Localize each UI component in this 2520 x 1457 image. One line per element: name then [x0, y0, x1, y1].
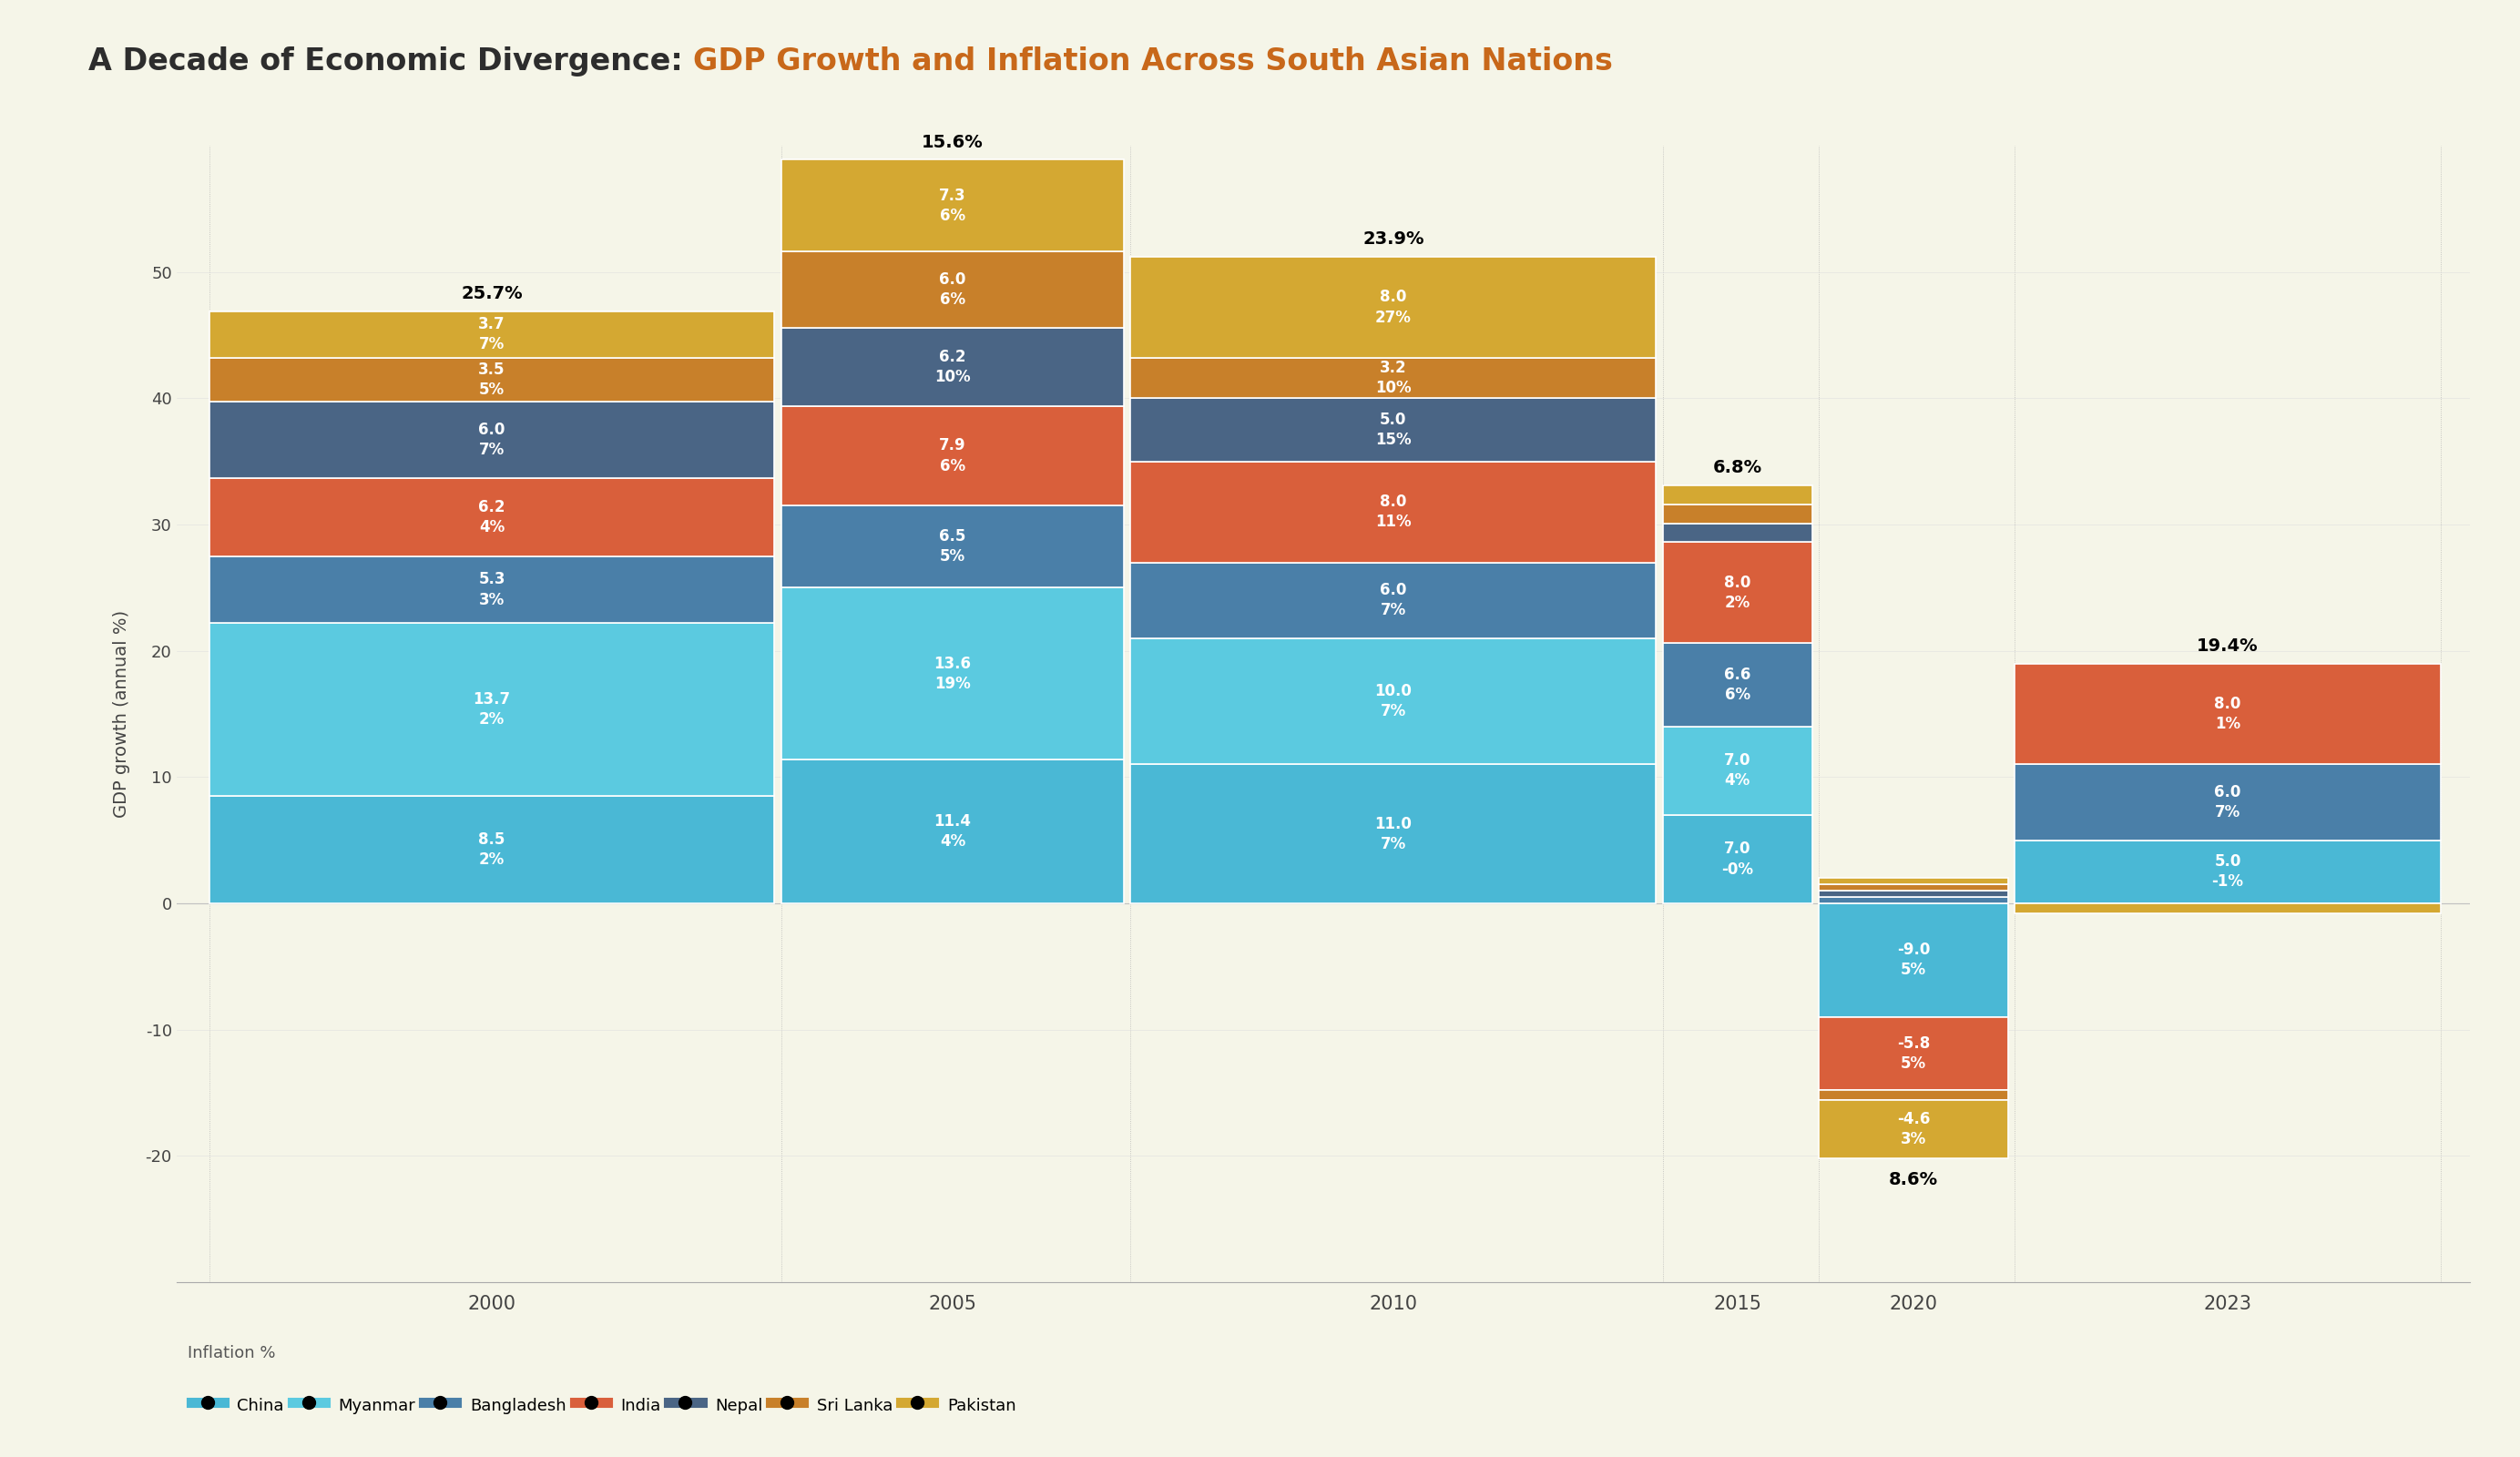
- Text: -9.0
5%: -9.0 5%: [1898, 941, 1930, 979]
- Text: -5.8
5%: -5.8 5%: [1898, 1036, 1930, 1072]
- Bar: [1819, 884, 2008, 890]
- Bar: [1663, 523, 1812, 542]
- Bar: [781, 587, 1124, 759]
- Text: 6.2
4%: 6.2 4%: [479, 498, 507, 535]
- Bar: [1663, 504, 1812, 523]
- Text: 13.6
19%: 13.6 19%: [935, 656, 970, 692]
- Bar: [1663, 485, 1812, 504]
- Bar: [1819, 1090, 2008, 1100]
- Bar: [1819, 898, 2008, 903]
- Text: 6.0
7%: 6.0 7%: [479, 421, 507, 457]
- Bar: [1819, 879, 2008, 884]
- Text: 10.0
7%: 10.0 7%: [1376, 683, 1411, 720]
- Bar: [781, 759, 1124, 903]
- Bar: [209, 358, 774, 402]
- Text: A Decade of Economic Divergence:: A Decade of Economic Divergence:: [88, 47, 693, 77]
- Text: 13.7
2%: 13.7 2%: [474, 691, 512, 728]
- Text: 8.0
2%: 8.0 2%: [1724, 574, 1751, 610]
- Text: 8.0
1%: 8.0 1%: [2215, 695, 2240, 733]
- Text: 7.0
-0%: 7.0 -0%: [1721, 841, 1754, 877]
- Bar: [1819, 890, 2008, 898]
- Bar: [209, 796, 774, 903]
- Bar: [1131, 398, 1656, 462]
- Text: 6.6
6%: 6.6 6%: [1724, 667, 1751, 704]
- Bar: [209, 624, 774, 796]
- Bar: [1131, 256, 1656, 358]
- Text: GDP Growth and Inflation Across South Asian Nations: GDP Growth and Inflation Across South As…: [693, 47, 1613, 77]
- Bar: [1131, 562, 1656, 638]
- Bar: [781, 407, 1124, 506]
- Text: 5.0
-1%: 5.0 -1%: [2213, 854, 2243, 890]
- Bar: [781, 506, 1124, 587]
- Text: 7.3
6%: 7.3 6%: [940, 188, 965, 224]
- Text: 19.4%: 19.4%: [2197, 637, 2258, 654]
- Bar: [1131, 765, 1656, 903]
- Bar: [1819, 1100, 2008, 1158]
- Text: 6.8%: 6.8%: [1714, 459, 1761, 476]
- Bar: [209, 402, 774, 478]
- Text: 6.2
10%: 6.2 10%: [935, 348, 970, 385]
- Text: 5.0
15%: 5.0 15%: [1376, 411, 1411, 449]
- Text: 8.0
27%: 8.0 27%: [1376, 288, 1411, 325]
- Bar: [1131, 462, 1656, 562]
- Bar: [2013, 903, 2442, 914]
- Bar: [209, 312, 774, 358]
- Bar: [1819, 903, 2008, 1017]
- Text: 8.6%: 8.6%: [1887, 1171, 1938, 1189]
- Text: 6.0
6%: 6.0 6%: [940, 271, 965, 307]
- Bar: [1663, 643, 1812, 727]
- Bar: [2013, 765, 2442, 841]
- Text: 23.9%: 23.9%: [1363, 230, 1424, 248]
- Text: 6.0
7%: 6.0 7%: [1381, 581, 1406, 619]
- Bar: [781, 160, 1124, 252]
- Text: 3.7
7%: 3.7 7%: [479, 316, 507, 353]
- Text: 8.0
11%: 8.0 11%: [1376, 494, 1411, 530]
- Bar: [2013, 663, 2442, 765]
- Text: 7.9
6%: 7.9 6%: [940, 437, 965, 474]
- Text: 8.5
2%: 8.5 2%: [479, 832, 507, 868]
- Text: 3.5
5%: 3.5 5%: [479, 361, 507, 398]
- Text: 15.6%: 15.6%: [922, 134, 983, 150]
- Bar: [1663, 727, 1812, 814]
- Bar: [781, 252, 1124, 328]
- Text: 11.4
4%: 11.4 4%: [935, 813, 970, 849]
- Text: -4.6
3%: -4.6 3%: [1898, 1112, 1930, 1148]
- Text: 3.2
10%: 3.2 10%: [1376, 360, 1411, 396]
- Text: 6.0
7%: 6.0 7%: [2215, 784, 2240, 820]
- Bar: [2013, 841, 2442, 903]
- Bar: [1663, 814, 1812, 903]
- Text: 7.0
4%: 7.0 4%: [1724, 752, 1751, 790]
- Bar: [781, 328, 1124, 407]
- Legend: China, Myanmar, Bangladesh, India, Nepal, Sri Lanka, Pakistan: China, Myanmar, Bangladesh, India, Nepal…: [184, 1389, 1023, 1422]
- Text: Inflation %: Inflation %: [186, 1345, 275, 1362]
- Text: 5.3
3%: 5.3 3%: [479, 571, 507, 608]
- Bar: [209, 478, 774, 557]
- Text: 6.5
5%: 6.5 5%: [940, 529, 965, 565]
- Bar: [209, 557, 774, 624]
- Bar: [1131, 638, 1656, 765]
- Bar: [1819, 1017, 2008, 1090]
- Bar: [1131, 358, 1656, 398]
- Y-axis label: GDP growth (annual %): GDP growth (annual %): [113, 610, 131, 817]
- Bar: [1663, 542, 1812, 643]
- Text: 11.0
7%: 11.0 7%: [1376, 816, 1411, 852]
- Text: 25.7%: 25.7%: [461, 286, 522, 302]
